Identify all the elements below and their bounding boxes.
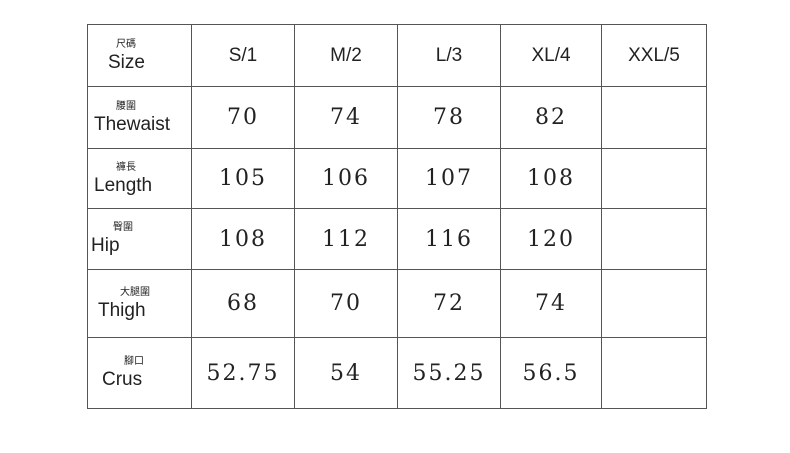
value-cell: 107 [397, 148, 501, 209]
table-row: 臀圍 Hip 108 112 116 120 [87, 208, 707, 270]
value-cell: 52.75 [191, 337, 295, 409]
value-cell: 112 [294, 208, 398, 270]
table-row: 腳口 Crus 52.75 54 55.25 56.5 [87, 337, 707, 409]
size-header: L/3 [397, 24, 501, 87]
label-en: Hip [91, 235, 120, 256]
value-cell: 56.5 [500, 337, 602, 409]
value-cell: 106 [294, 148, 398, 209]
size-label-cell: 尺碼 Size [87, 24, 192, 87]
value-cell: 105 [191, 148, 295, 209]
value-cell: 82 [500, 86, 602, 149]
value-cell: 74 [294, 86, 398, 149]
value-cell: 74 [500, 269, 602, 338]
row-label: 大腿圍 Thigh [87, 269, 192, 338]
label-en: Thewaist [94, 113, 171, 135]
value-cell: 54 [294, 337, 398, 409]
value-cell: 72 [397, 269, 501, 338]
value-cell: 108 [191, 208, 295, 270]
table-row: 腰圍 Thewaist 70 74 78 82 [87, 86, 707, 149]
value-cell [601, 148, 707, 209]
table-row: 褲長 Length 105 106 107 108 [87, 148, 707, 209]
table-row: 大腿圍 Thigh 68 70 72 74 [87, 269, 707, 338]
size-header: XXL/5 [601, 24, 707, 87]
label-en: Length [94, 174, 153, 196]
value-cell [601, 269, 707, 338]
label-zh: 褲長 [116, 161, 136, 173]
value-cell: 70 [191, 86, 295, 149]
size-header: M/2 [294, 24, 398, 87]
row-label: 褲長 Length [87, 148, 192, 209]
label-zh: 腰圍 [116, 100, 136, 112]
value-cell: 120 [500, 208, 602, 270]
row-label: 腳口 Crus [87, 337, 192, 409]
row-label: 腰圍 Thewaist [87, 86, 192, 149]
size-header: XL/4 [500, 24, 602, 87]
label-zh: 尺碼 [116, 38, 136, 50]
value-cell: 55.25 [397, 337, 501, 409]
label-en: Size [108, 51, 145, 73]
value-cell: 70 [294, 269, 398, 338]
label-en: Thigh [98, 299, 146, 321]
value-cell [601, 208, 707, 270]
row-label: 臀圍 Hip [87, 208, 192, 270]
value-cell: 68 [191, 269, 295, 338]
label-zh: 大腿圍 [120, 286, 150, 298]
label-en: Crus [102, 369, 143, 390]
value-cell [601, 337, 707, 409]
label-zh: 腳口 [124, 356, 144, 367]
value-cell: 78 [397, 86, 501, 149]
value-cell: 116 [397, 208, 501, 270]
label-zh: 臀圍 [113, 222, 133, 233]
size-header: S/1 [191, 24, 295, 87]
value-cell: 108 [500, 148, 602, 209]
value-cell [601, 86, 707, 149]
size-chart-table: 尺碼 Size S/1 M/2 L/3 XL/4 XXL/5 腰圍 Thewai… [87, 24, 707, 409]
header-row: 尺碼 Size S/1 M/2 L/3 XL/4 XXL/5 [87, 24, 707, 87]
